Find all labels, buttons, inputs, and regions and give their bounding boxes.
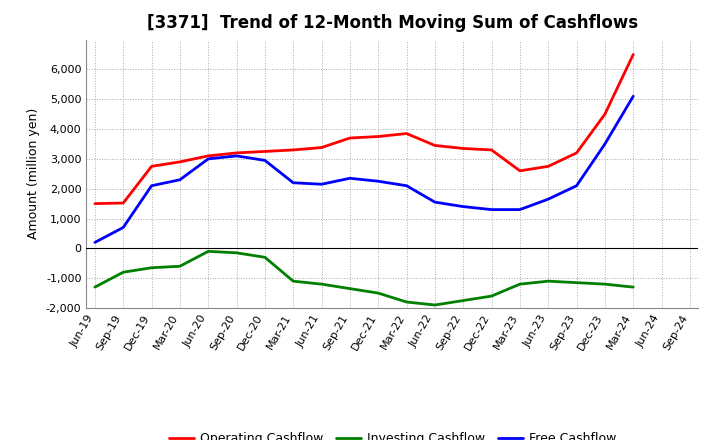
Operating Cashflow [431,143,439,148]
Operating Cashflow [261,149,269,154]
Free Cashflow [204,156,212,161]
Free Cashflow [516,207,524,212]
Free Cashflow [261,158,269,163]
Operating Cashflow [516,168,524,173]
Free Cashflow [176,177,184,183]
Legend: Operating Cashflow, Investing Cashflow, Free Cashflow: Operating Cashflow, Investing Cashflow, … [163,427,621,440]
Operating Cashflow [204,153,212,158]
Operating Cashflow [318,145,326,150]
Investing Cashflow [204,249,212,254]
Line: Free Cashflow: Free Cashflow [95,96,633,242]
Free Cashflow [459,204,467,209]
Free Cashflow [402,183,411,188]
Investing Cashflow [402,299,411,304]
Investing Cashflow [600,282,609,287]
Free Cashflow [148,183,156,188]
Operating Cashflow [487,147,496,153]
Free Cashflow [233,153,241,158]
Operating Cashflow [544,164,552,169]
Investing Cashflow [233,250,241,256]
Operating Cashflow [600,111,609,117]
Investing Cashflow [119,270,127,275]
Free Cashflow [629,94,637,99]
Investing Cashflow [148,265,156,270]
Investing Cashflow [431,302,439,308]
Operating Cashflow [629,52,637,57]
Free Cashflow [318,182,326,187]
Y-axis label: Amount (million yen): Amount (million yen) [27,108,40,239]
Investing Cashflow [544,279,552,284]
Operating Cashflow [572,150,581,156]
Line: Operating Cashflow: Operating Cashflow [95,55,633,204]
Investing Cashflow [261,255,269,260]
Investing Cashflow [318,282,326,287]
Free Cashflow [91,240,99,245]
Operating Cashflow [91,201,99,206]
Free Cashflow [572,183,581,188]
Investing Cashflow [176,264,184,269]
Free Cashflow [431,199,439,205]
Free Cashflow [487,207,496,212]
Line: Investing Cashflow: Investing Cashflow [95,251,633,305]
Operating Cashflow [374,134,382,139]
Investing Cashflow [487,293,496,299]
Free Cashflow [346,176,354,181]
Operating Cashflow [346,136,354,141]
Operating Cashflow [148,164,156,169]
Investing Cashflow [459,298,467,303]
Investing Cashflow [572,280,581,285]
Free Cashflow [119,225,127,230]
Operating Cashflow [289,147,297,153]
Investing Cashflow [346,286,354,291]
Free Cashflow [600,141,609,147]
Investing Cashflow [374,290,382,296]
Free Cashflow [289,180,297,185]
Investing Cashflow [289,279,297,284]
Free Cashflow [544,197,552,202]
Operating Cashflow [176,159,184,165]
Investing Cashflow [629,285,637,290]
Investing Cashflow [91,285,99,290]
Operating Cashflow [119,200,127,205]
Free Cashflow [374,179,382,184]
Operating Cashflow [402,131,411,136]
Title: [3371]  Trend of 12-Month Moving Sum of Cashflows: [3371] Trend of 12-Month Moving Sum of C… [147,15,638,33]
Operating Cashflow [233,150,241,156]
Investing Cashflow [516,282,524,287]
Operating Cashflow [459,146,467,151]
